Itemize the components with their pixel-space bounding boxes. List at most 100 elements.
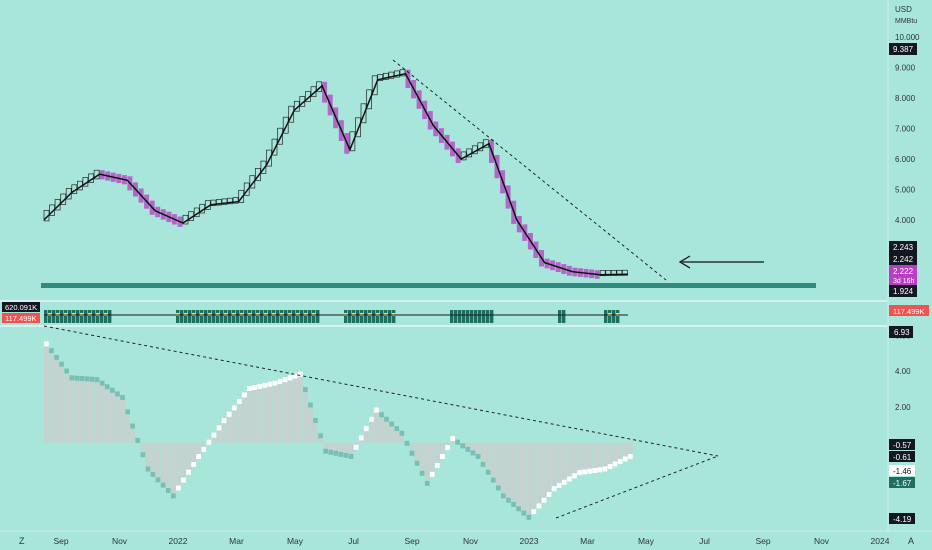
osc-cap [399,430,405,436]
axis-corner-left[interactable]: Z [19,536,25,546]
osc-cap [521,510,527,516]
volume-bar [348,310,352,323]
osc-cap [358,435,364,441]
osc-cap [480,461,486,467]
osc-cap [501,493,506,499]
volume-bar [312,310,316,323]
price-tick-label: 4.000 [895,216,916,225]
osc-bar [379,415,384,443]
osc-cap [155,477,161,483]
osc-cap [506,497,511,503]
candle [238,189,245,203]
svg-text:-4.19: -4.19 [893,515,912,524]
candle [271,138,278,156]
svg-text:-1.67: -1.67 [893,479,912,488]
osc-bar [363,429,369,443]
svg-text:9.387: 9.387 [893,45,914,54]
osc-cap [435,463,440,468]
osc-bar [536,442,542,507]
axis-corner-right[interactable]: A [908,536,914,546]
osc-cap [470,450,476,456]
osc-cap [165,488,171,493]
volume-bar [384,310,388,323]
osc-bar [303,390,308,443]
osc-cap [404,440,410,446]
volume-bar [360,310,364,323]
volume-bar [268,310,272,323]
price-tick-label: 9.000 [895,64,916,73]
osc-cap [551,486,557,492]
osc-cap [49,348,54,354]
oscillator-bars [44,341,633,520]
osc-cap [455,439,460,445]
arrow-head [678,255,691,269]
volume-bar [244,310,248,323]
candle [599,270,606,277]
volume-bar [44,310,48,323]
volume-bar [216,310,220,323]
osc-trendline-lower [555,455,719,519]
osc-bar [622,442,628,460]
volume-bar [52,310,56,323]
volume-bar [458,310,462,323]
osc-cap [267,381,273,387]
osc-bar [470,442,476,454]
x-tick-label: May [638,536,655,546]
osc-bar [272,383,278,443]
volume-bar [252,310,256,323]
osc-bar [597,442,603,471]
osc-bar [247,389,252,443]
volume-bar [56,310,60,323]
volume-bar [364,310,368,323]
osc-bar [140,442,146,456]
volume-bar [344,310,348,323]
svg-text:-0.61: -0.61 [893,453,912,462]
osc-bar [89,379,95,443]
candle [377,74,384,82]
price-line [43,72,629,276]
osc-cap [242,392,247,398]
osc-bar [201,442,207,450]
osc-cap [572,473,577,479]
osc-cap [328,449,334,455]
volume-badge-right: 117.499K [889,305,929,316]
candle [366,89,372,110]
osc-bar [394,429,400,443]
osc-bar [435,442,440,466]
osc-bar [196,442,201,457]
volume-bar [248,310,252,323]
osc-cap [318,433,323,439]
osc-cap [181,477,186,483]
volume-bar [562,310,566,323]
candle [399,69,406,77]
osc-cap [287,375,293,381]
candle [616,269,623,276]
volume-bar [454,310,458,323]
osc-bar [358,438,364,443]
osc-bar [115,394,120,443]
osc-cap [231,405,237,411]
osc-bar [44,344,49,443]
osc-bar [333,442,339,454]
osc-cap [69,375,75,381]
price-pane [41,59,816,288]
osc-cap [211,432,217,438]
osc-bar [313,420,318,443]
osc-bar [429,442,435,475]
candle [227,197,233,205]
osc-bar [216,428,222,443]
volume-bar [220,310,224,323]
volume-bar [608,310,612,323]
osc-bar [84,379,90,443]
osc-bar [607,442,613,467]
volume-bar [300,310,304,323]
bar-countdown: 3d 16h [893,278,915,285]
osc-cap [130,423,135,429]
osc-cap [592,468,598,473]
osc-cap [84,376,90,382]
osc-bar [110,390,115,443]
volume-bar [308,310,312,323]
svg-text:2.222: 2.222 [893,267,914,276]
osc-cap [191,461,196,467]
